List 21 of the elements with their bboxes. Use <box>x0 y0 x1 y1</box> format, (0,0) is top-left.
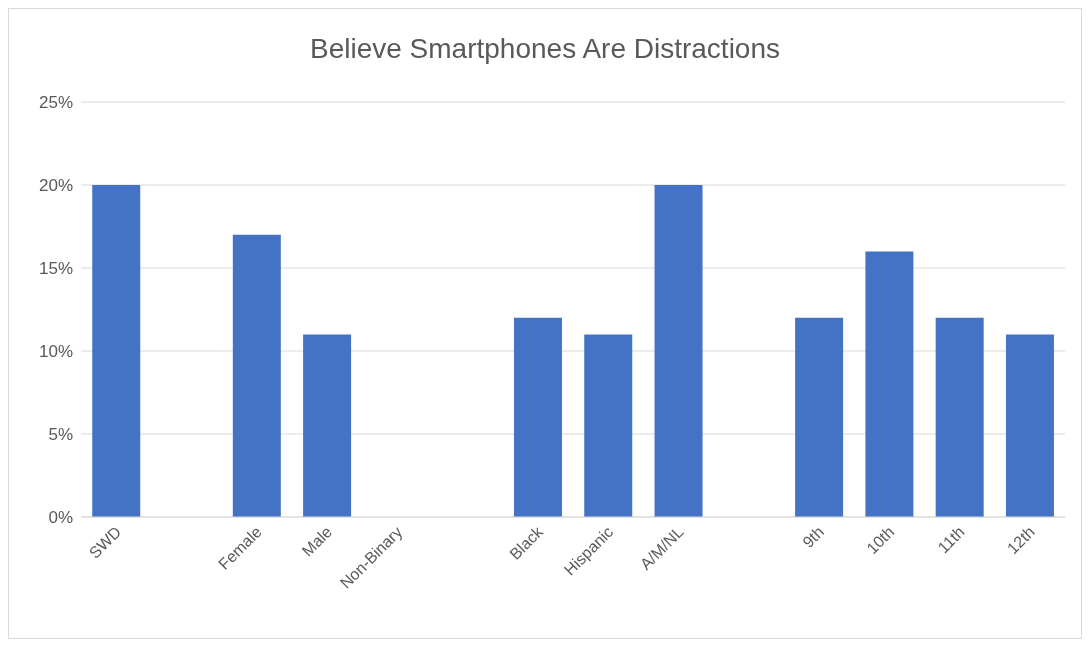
chart-title: Believe Smartphones Are Distractions <box>309 33 781 65</box>
bar <box>232 234 281 517</box>
y-tick-label: 15% <box>38 259 73 279</box>
y-tick-label: 10% <box>38 342 73 362</box>
x-tick-label: 11th <box>934 523 968 557</box>
bar <box>303 334 352 517</box>
y-tick-label: 0% <box>48 508 73 528</box>
bar <box>1005 334 1054 517</box>
y-tick-label: 20% <box>38 176 73 196</box>
bar <box>865 251 914 517</box>
x-tick-label: 12th <box>1003 523 1038 558</box>
x-tick-label: 9th <box>799 523 828 551</box>
x-tick-label: 10th <box>863 523 898 558</box>
y-tick-label: 5% <box>48 425 73 445</box>
bar <box>654 185 703 517</box>
bar <box>513 317 562 517</box>
y-tick-label: 25% <box>38 93 73 113</box>
bar <box>92 185 141 517</box>
bar <box>935 317 984 517</box>
bar <box>795 317 844 517</box>
bar <box>584 334 633 517</box>
